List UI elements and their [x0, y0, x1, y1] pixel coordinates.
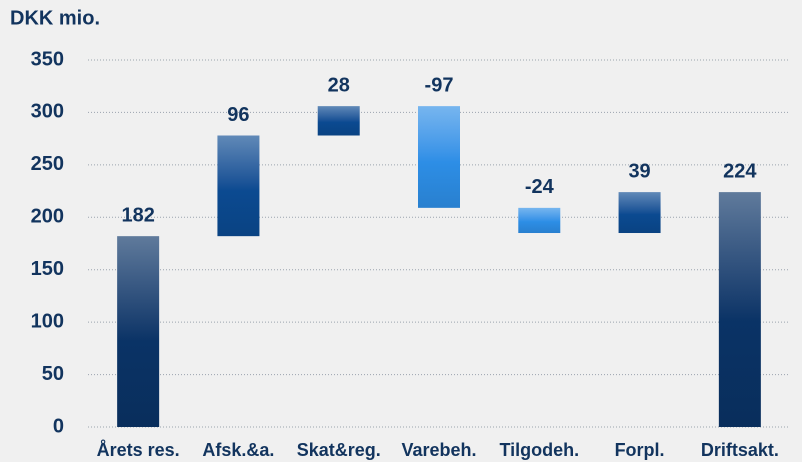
x-tick-label: Årets res.: [97, 440, 180, 460]
data-label: 28: [328, 74, 350, 96]
x-tick-label: Afsk.&a.: [202, 440, 274, 460]
bar: [418, 106, 460, 208]
x-tick-label: Varebeh.: [401, 440, 476, 460]
x-tick-label: Tilgodeh.: [499, 440, 579, 460]
bar: [518, 207, 561, 234]
y-tick-label: 300: [31, 101, 64, 123]
x-tick-label: Forpl.: [615, 440, 665, 460]
x-tick-label: Driftsakt.: [701, 440, 779, 460]
bar: [718, 192, 761, 427]
bar: [618, 192, 661, 234]
bar: [317, 106, 360, 136]
y-tick-label: 250: [31, 153, 64, 175]
data-label: -24: [525, 176, 555, 198]
y-tick-label: 150: [31, 258, 64, 280]
y-tick-label: 100: [31, 310, 64, 332]
y-tick-label: 0: [53, 415, 64, 437]
x-tick-label: Skat&reg.: [297, 440, 381, 460]
data-label: 39: [628, 160, 650, 182]
y-tick-label: 200: [31, 206, 64, 228]
bar: [217, 135, 260, 237]
data-label: 96: [227, 104, 249, 126]
data-label: 182: [121, 204, 154, 226]
y-tick-label: 50: [42, 363, 64, 385]
data-label: 224: [723, 160, 757, 182]
chart-title: DKK mio.: [10, 7, 100, 29]
y-tick-label: 350: [31, 48, 64, 70]
data-label: -97: [425, 74, 454, 96]
bar: [117, 236, 160, 427]
